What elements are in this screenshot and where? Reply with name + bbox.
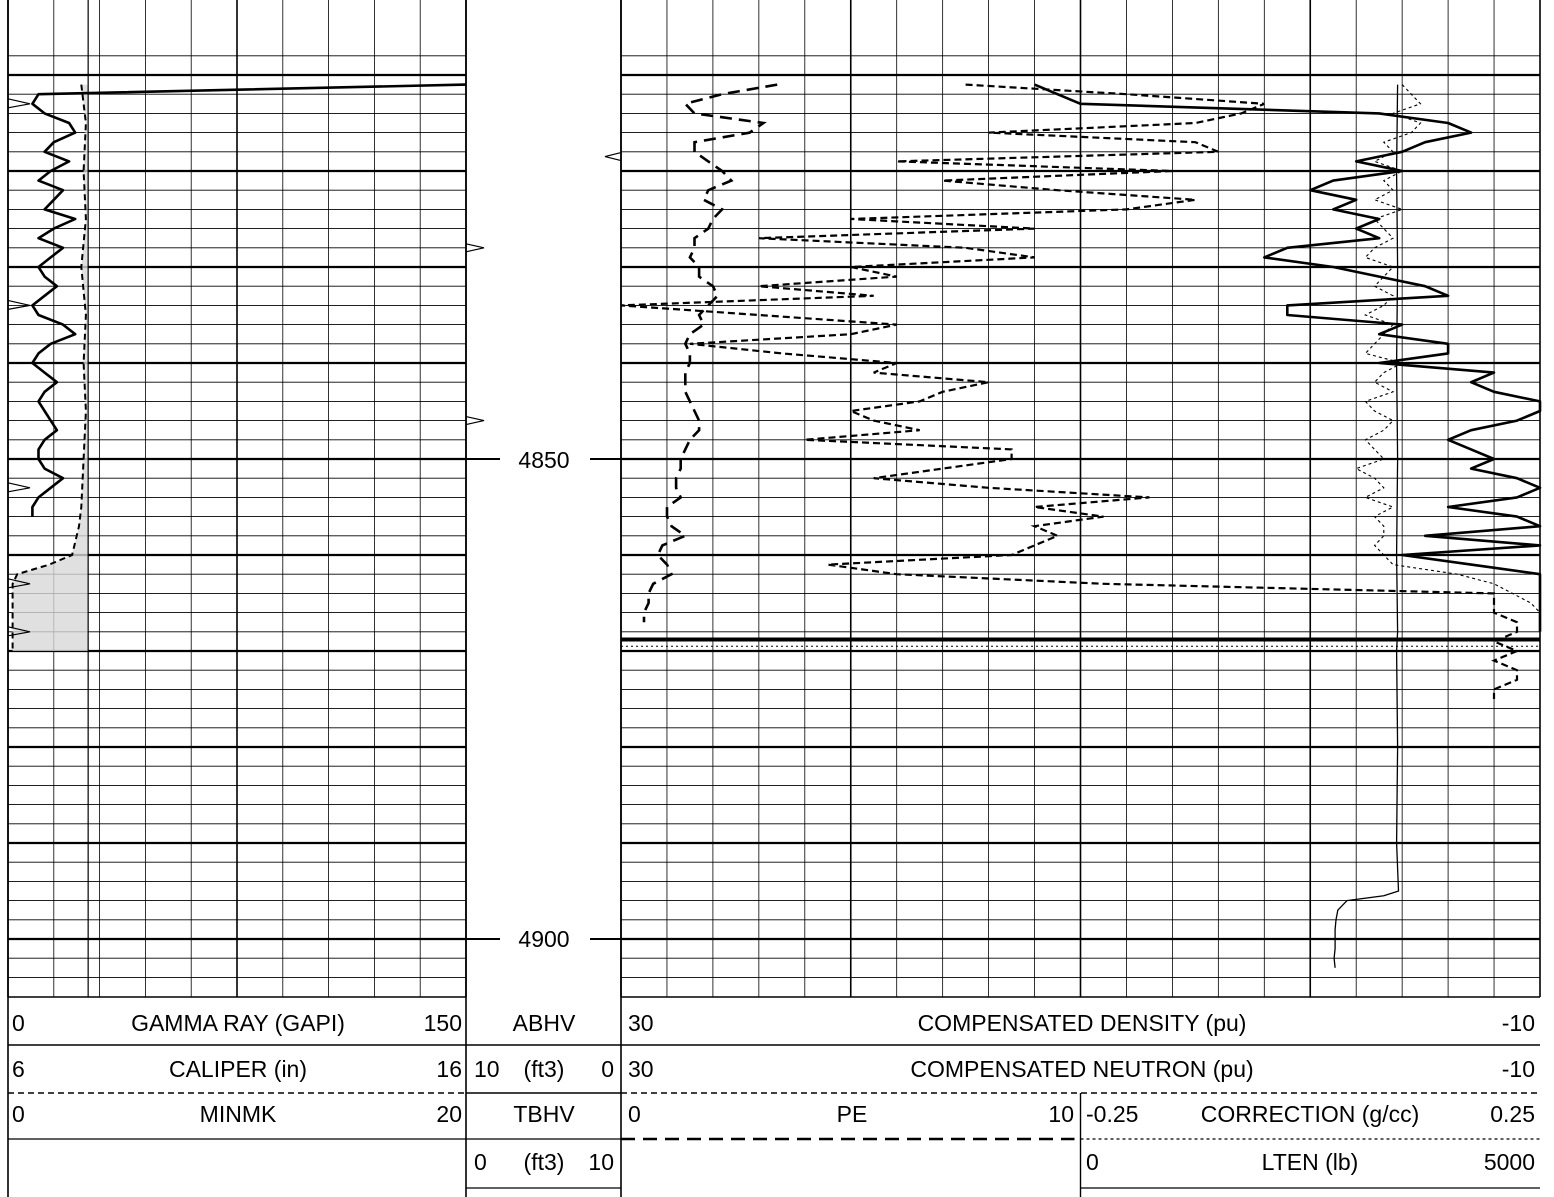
depth-label-4850: 4850	[518, 447, 569, 473]
minmk-scale-left: 0	[12, 1101, 25, 1127]
header-frame	[7, 996, 1540, 1197]
volume-tick	[465, 243, 485, 253]
abhv-unit: (ft3)	[524, 1056, 565, 1082]
neutron-curve	[620, 83, 1520, 699]
caliper-curve	[11, 84, 87, 651]
abhv-left: 10	[474, 1056, 500, 1082]
neu-scale-left: 30	[628, 1056, 654, 1082]
den-scale-right: -10	[1502, 1010, 1535, 1036]
tbhv-name: TBHV	[513, 1101, 575, 1127]
density-curve	[1033, 83, 1542, 632]
den-scale-name: COMPENSATED DENSITY (pu)	[918, 1010, 1247, 1036]
corr-scale-right: 0.25	[1490, 1101, 1535, 1127]
volume-tick	[465, 416, 485, 426]
minmk-scale-right: 20	[436, 1101, 462, 1127]
corr-scale-name: CORRECTION (g/cc)	[1201, 1101, 1420, 1127]
scale-header: 0 GAMMA RAY (GAPI) 150 6 CALIPER (in) 16…	[12, 1010, 1535, 1175]
pe-scale-right: 10	[1048, 1101, 1074, 1127]
cali-scale-right: 16	[436, 1056, 462, 1082]
gr-scale-left: 0	[12, 1010, 25, 1036]
cali-scale-name: CALIPER (in)	[169, 1056, 307, 1082]
minmk-flag	[7, 482, 31, 493]
neu-scale-right: -10	[1502, 1056, 1535, 1082]
pe-scale-left: 0	[628, 1101, 641, 1127]
depth-labels: 4850 4900	[518, 447, 569, 952]
gr-scale-right: 150	[424, 1010, 462, 1036]
lten-scale-left: 0	[1086, 1149, 1099, 1175]
grid-layer	[7, 0, 1541, 997]
gamma-ray-curve	[31, 83, 467, 517]
pe-scale-name: PE	[837, 1101, 868, 1127]
curve-layer	[7, 0, 1542, 997]
caliper-fill-layer	[12, 84, 89, 652]
lten-curve	[1333, 84, 1400, 968]
lten-scale-right: 5000	[1484, 1149, 1535, 1175]
lten-scale-name: LTEN (lb)	[1262, 1149, 1359, 1175]
corr-scale-left: -0.25	[1086, 1101, 1138, 1127]
tbhv-right: 10	[588, 1149, 614, 1175]
depth-label-4900: 4900	[518, 926, 569, 952]
minmk-flag	[7, 578, 31, 589]
minmk-flag	[7, 299, 31, 310]
tbhv-unit: (ft3)	[524, 1149, 565, 1175]
den-scale-left: 30	[628, 1010, 654, 1036]
neu-scale-name: COMPENSATED NEUTRON (pu)	[910, 1056, 1253, 1082]
minmk-flag	[7, 626, 31, 637]
cali-scale-left: 6	[12, 1056, 25, 1082]
correction-curve	[1354, 84, 1541, 632]
volume-tick	[604, 152, 622, 162]
tbhv-left: 0	[474, 1149, 487, 1175]
gr-scale-name: GAMMA RAY (GAPI)	[131, 1010, 345, 1036]
minmk-scale-name: MINMK	[200, 1101, 277, 1127]
caliper-fill	[12, 84, 89, 652]
abhv-right: 0	[601, 1056, 614, 1082]
minmk-flag	[7, 98, 31, 109]
abhv-name: ABHV	[513, 1010, 576, 1036]
